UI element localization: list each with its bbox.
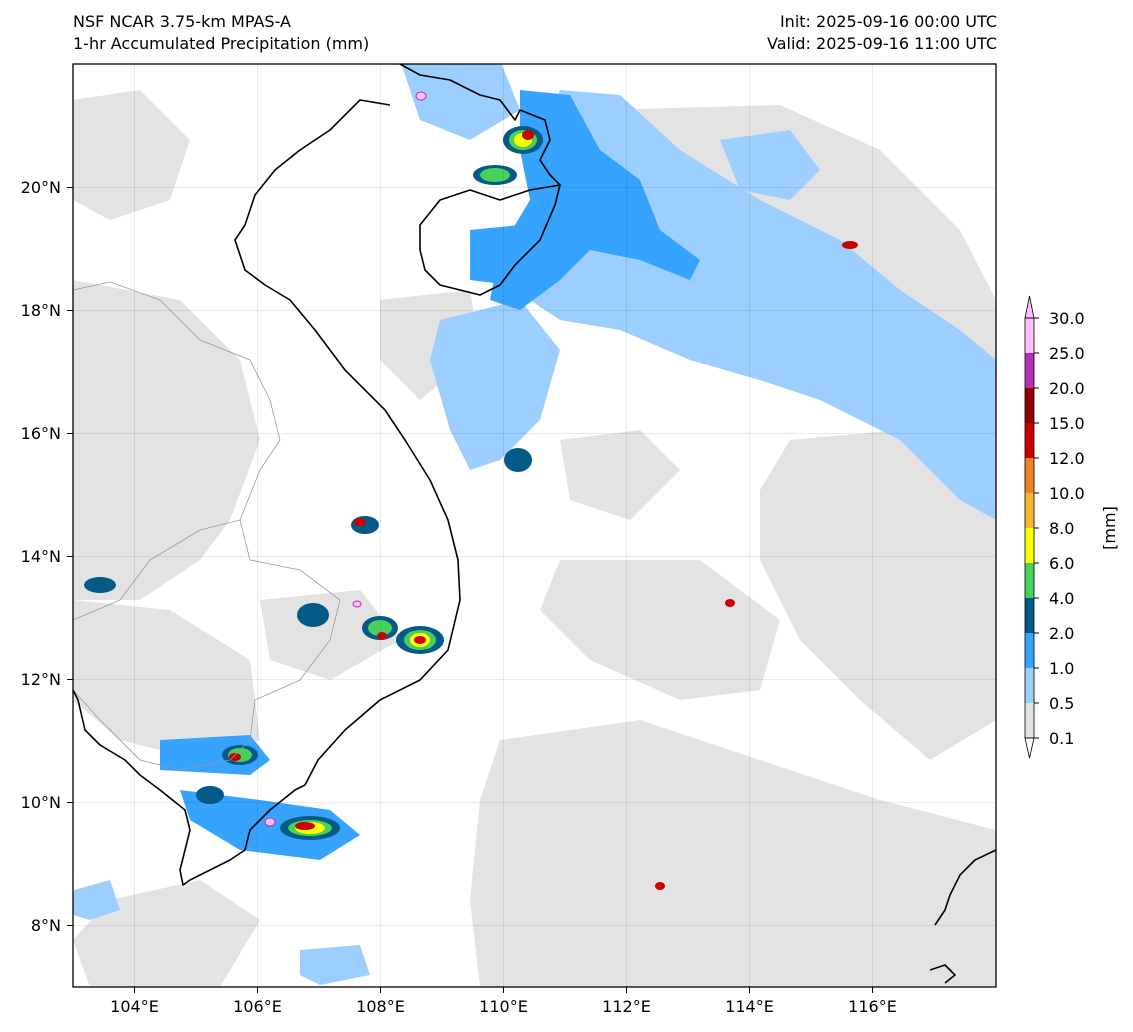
colorbar-segment — [1025, 668, 1034, 703]
colorbar-tick-label: 2.0 — [1049, 624, 1074, 643]
colorbar-tick-label: 4.0 — [1049, 589, 1074, 608]
precip-convective-cells — [84, 91, 858, 890]
colorbar-tick-label: 0.5 — [1049, 694, 1074, 713]
map-frame — [72, 63, 997, 988]
colorbar-tick-label: 15.0 — [1049, 414, 1085, 433]
colorbar-tick-label: 8.0 — [1049, 519, 1074, 538]
colorbar-segment — [1025, 703, 1034, 738]
lat-tick-label: 10°N — [21, 793, 61, 812]
colorbar-segment — [1025, 598, 1034, 633]
lon-tick-label: 112°E — [602, 997, 651, 1016]
lon-tick-labels: 104°E 106°E 108°E 110°E 112°E 114°E 116°… — [110, 997, 897, 1016]
lat-tick-label: 16°N — [21, 424, 61, 443]
colorbar-unit-label: [mm] — [1100, 506, 1119, 550]
title-left: NSF NCAR 3.75-km MPAS-A 1-hr Accumulated… — [73, 11, 369, 55]
lat-tick-label: 8°N — [31, 916, 61, 935]
gridlines — [73, 64, 996, 987]
lon-tick-label: 106°E — [233, 997, 282, 1016]
lat-tick-label: 20°N — [21, 178, 61, 197]
colorbar-segment — [1025, 528, 1034, 563]
colorbar-tick-label: 10.0 — [1049, 484, 1085, 503]
colorbar-segment — [1025, 458, 1034, 493]
lat-tick-label: 18°N — [21, 301, 61, 320]
colorbar-segment — [1025, 493, 1034, 528]
colorbar-tick-label: 6.0 — [1049, 554, 1074, 573]
valid-time: Valid: 2025-09-16 11:00 UTC — [766, 34, 997, 53]
coastline — [73, 64, 996, 984]
colorbar-segment — [1025, 423, 1034, 458]
lon-tick-label: 114°E — [725, 997, 774, 1016]
colorbar-segment — [1025, 388, 1034, 423]
colorbar-tick-label: 30.0 — [1049, 309, 1085, 328]
lat-tick-label: 12°N — [21, 670, 61, 689]
field-title: 1-hr Accumulated Precipitation (mm) — [73, 34, 370, 53]
map-area — [73, 64, 996, 987]
title-right: Init: 2025-09-16 00:00 UTC Valid: 2025-0… — [767, 11, 997, 55]
colorbar-extend-low — [1024, 737, 1035, 759]
colorbar-segment — [1025, 318, 1034, 353]
axis-tick-marks — [67, 187, 873, 993]
lat-tick-label: 14°N — [21, 547, 61, 566]
lon-tick-label: 104°E — [110, 997, 159, 1016]
country-borders — [73, 281, 341, 771]
colorbar-tick-label: 1.0 — [1049, 659, 1074, 678]
lat-tick-labels: 8°N 10°N 12°N 14°N 16°N 18°N 20°N — [21, 178, 61, 935]
colorbar-tick-label: 25.0 — [1049, 344, 1085, 363]
colorbar-tick-label: 0.1 — [1049, 729, 1074, 748]
colorbar-segment — [1025, 353, 1034, 388]
init-time: Init: 2025-09-16 00:00 UTC — [779, 12, 997, 31]
colorbar-segment — [1025, 633, 1034, 668]
colorbar-extend-high — [1024, 295, 1035, 319]
colorbar-tick-label: 12.0 — [1049, 449, 1085, 468]
model-title: NSF NCAR 3.75-km MPAS-A — [73, 12, 291, 31]
lon-tick-label: 110°E — [479, 997, 528, 1016]
colorbar-segment — [1025, 563, 1034, 598]
lon-tick-label: 116°E — [848, 997, 897, 1016]
lon-tick-label: 108°E — [356, 997, 405, 1016]
colorbar-tick-label: 20.0 — [1049, 379, 1085, 398]
colorbar: 0.1 0.5 1.0 2.0 4.0 6.0 8.0 10.0 12.0 15.0 20.0 25.… — [1024, 295, 1085, 759]
